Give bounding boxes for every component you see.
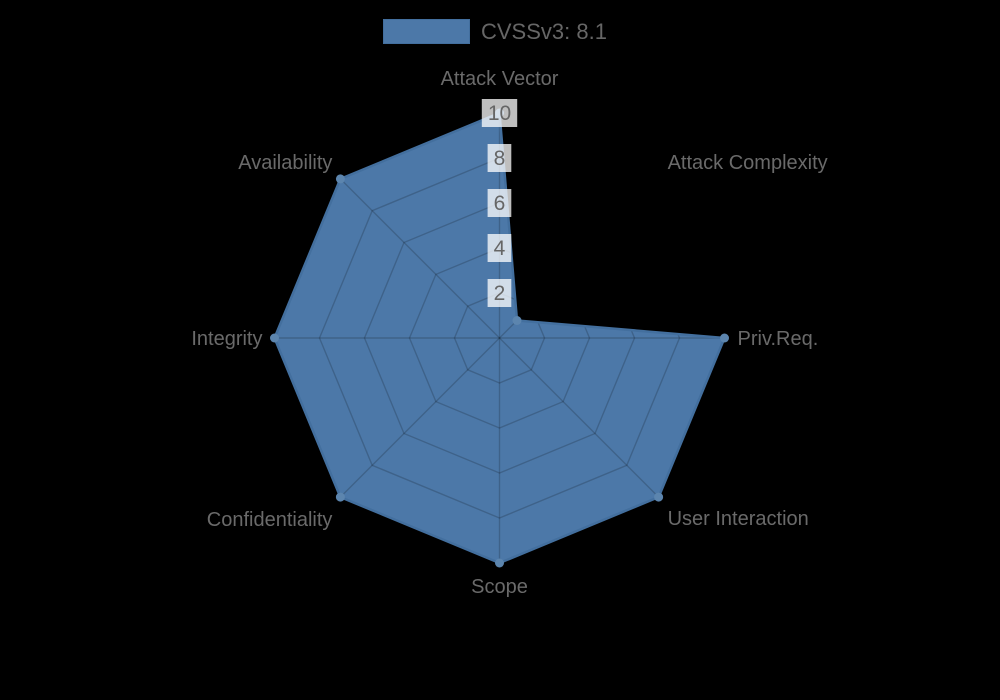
axis-label-user-interaction: User Interaction: [668, 508, 809, 530]
grid-spoke: [499, 178, 660, 339]
data-point-priv-req[interactable]: [720, 333, 729, 343]
tick-backdrop: [481, 99, 518, 127]
data-polygon-fill: [274, 113, 725, 563]
data-point-scope[interactable]: [495, 558, 504, 568]
legend-label: CVSSv3: 8.1: [481, 19, 607, 44]
tick-label-4: 4: [494, 237, 506, 260]
axis-label-confidentiality: Confidentiality: [207, 509, 333, 531]
grid-ring: [363, 202, 636, 474]
grid-ring: [453, 292, 546, 384]
tick-label-8: 8: [494, 147, 506, 170]
grid-spoke: [339, 178, 500, 339]
axis-label-availability: Availability: [238, 152, 332, 174]
tick-backdrop: [487, 234, 512, 262]
axis-label-integrity: Integrity: [191, 328, 262, 350]
axis-label-attack-vector: Attack Vector: [441, 68, 559, 90]
tick-backdrop: [487, 279, 512, 307]
tick-backdrop: [487, 144, 512, 172]
grid-spoke: [339, 337, 500, 498]
axis-label-priv-req: Priv.Req.: [738, 328, 819, 350]
axis-label-scope: Scope: [471, 576, 528, 598]
grid-ring: [318, 157, 681, 519]
grid-spoke: [499, 337, 660, 498]
chart-legend[interactable]: CVSSv3: 8.1: [383, 19, 607, 44]
tick-label-2: 2: [494, 282, 506, 305]
tick-label-6: 6: [494, 192, 506, 215]
tick-backdrop: [487, 189, 512, 217]
legend-swatch: [383, 19, 470, 44]
tick-label-10: 10: [488, 102, 511, 125]
grid-ring: [408, 247, 591, 429]
data-point-confidentiality[interactable]: [335, 492, 345, 502]
data-point-availability[interactable]: [335, 174, 345, 184]
data-point-user-interaction[interactable]: [654, 492, 664, 502]
data-point-integrity[interactable]: [270, 333, 279, 343]
axis-label-attack-complexity: Attack Complexity: [668, 152, 828, 174]
data-point-attack-complexity[interactable]: [512, 316, 522, 325]
